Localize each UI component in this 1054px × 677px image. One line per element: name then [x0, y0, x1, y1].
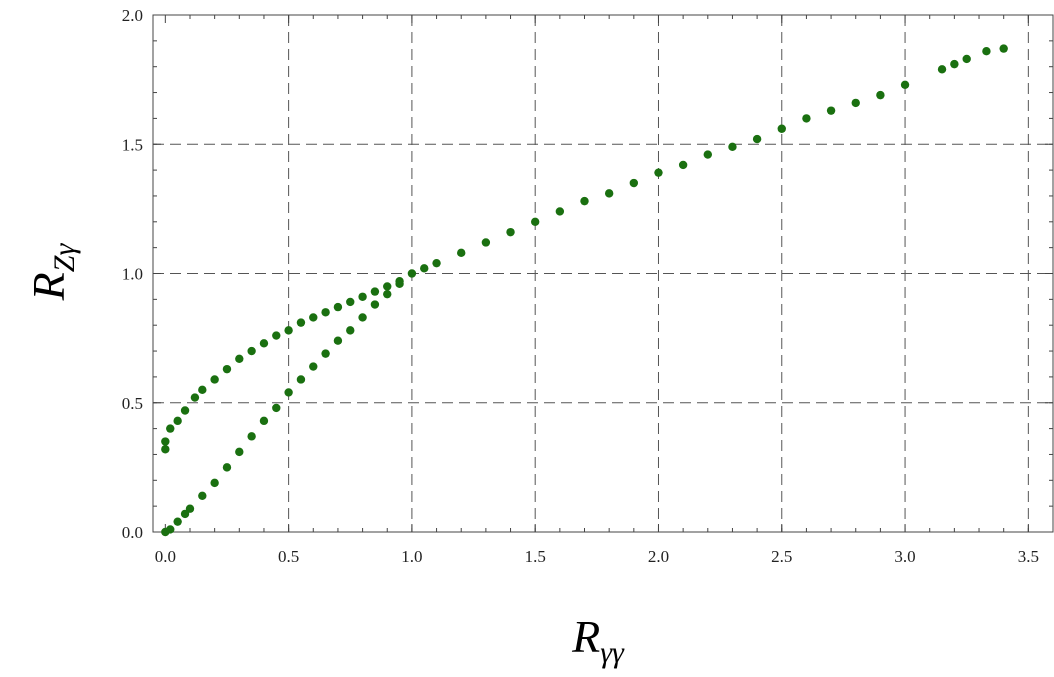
- plot-frame: [152, 14, 1054, 533]
- data-point: [321, 308, 330, 317]
- data-point: [654, 168, 663, 177]
- data-point: [395, 279, 404, 289]
- data-point: [198, 491, 207, 501]
- data-point: [190, 393, 200, 402]
- data-point: [210, 375, 219, 384]
- x-tick-label: 0.5: [278, 547, 299, 566]
- data-point: [272, 331, 281, 340]
- x-tick-label: 2.5: [771, 547, 792, 566]
- data-point: [604, 189, 614, 198]
- data-point: [247, 432, 256, 441]
- data-point: [309, 313, 318, 322]
- data-point: [309, 362, 318, 371]
- x-tick-labels: 0.0 0.5 1.0 1.5 2.0 2.5 3.0 3.5: [155, 547, 1039, 566]
- data-point: [678, 160, 688, 170]
- data-point: [506, 227, 515, 237]
- data-point: [296, 375, 306, 384]
- data-point: [457, 248, 466, 258]
- data-point: [173, 416, 182, 426]
- y-axis-title: RZγ: [23, 243, 81, 302]
- data-point: [284, 326, 293, 335]
- data-point: [420, 264, 429, 273]
- data-point: [370, 300, 380, 309]
- data-point: [999, 44, 1008, 53]
- data-point: [296, 318, 306, 327]
- x-tick-label: 1.0: [401, 547, 422, 566]
- data-point: [358, 292, 367, 301]
- data-point: [247, 346, 256, 356]
- data-point: [752, 134, 762, 144]
- data-point: [383, 282, 392, 291]
- data-point: [900, 80, 910, 89]
- data-point: [272, 403, 281, 413]
- data-point: [346, 326, 355, 335]
- data-point: [370, 287, 380, 296]
- y-tick-label: 1.0: [122, 265, 143, 284]
- data-point: [235, 447, 244, 457]
- data-point: [198, 385, 207, 395]
- data-points: [161, 44, 1008, 537]
- y-tick-labels: 0.0 0.5 1.0 1.5 2.0: [122, 6, 143, 542]
- data-point: [180, 406, 190, 415]
- x-axis-title: Rγγ: [571, 611, 625, 669]
- y-tick-label: 2.0: [122, 6, 143, 25]
- data-point: [346, 297, 355, 307]
- data-point: [876, 90, 885, 100]
- data-point: [358, 313, 367, 322]
- data-point: [161, 445, 170, 454]
- data-point: [962, 54, 971, 64]
- data-point: [580, 196, 589, 206]
- data-point: [235, 354, 244, 364]
- data-point: [629, 178, 639, 188]
- data-point: [728, 142, 737, 152]
- x-tick-label: 1.5: [525, 547, 546, 566]
- data-point: [555, 207, 565, 216]
- data-point: [321, 349, 330, 358]
- data-point: [950, 59, 959, 69]
- grid-lines: [153, 15, 1053, 532]
- data-point: [777, 124, 786, 133]
- y-tick-label: 0.0: [122, 523, 143, 542]
- data-point: [982, 46, 991, 56]
- data-point: [210, 478, 219, 488]
- data-point: [530, 217, 540, 226]
- x-tick-label: 3.5: [1018, 547, 1039, 566]
- data-point: [703, 150, 712, 159]
- data-point: [481, 238, 491, 247]
- data-point: [407, 269, 417, 278]
- y-tick-label: 0.5: [122, 394, 143, 413]
- data-point: [826, 106, 836, 115]
- data-point: [333, 302, 343, 312]
- x-tick-label: 3.0: [894, 547, 915, 566]
- data-point: [173, 517, 182, 526]
- data-point: [333, 336, 343, 345]
- data-point: [432, 258, 441, 268]
- data-point: [166, 424, 175, 433]
- data-point: [284, 388, 293, 397]
- data-point: [802, 114, 811, 123]
- data-point: [851, 98, 860, 108]
- data-point: [937, 65, 947, 74]
- data-point: [259, 416, 269, 426]
- data-point: [222, 364, 232, 374]
- data-point: [383, 289, 392, 299]
- data-point: [166, 525, 175, 534]
- y-tick-label: 1.5: [122, 135, 143, 154]
- x-tick-label: 0.0: [155, 547, 176, 566]
- data-point: [259, 339, 269, 348]
- data-point: [222, 463, 232, 472]
- x-tick-label: 2.0: [648, 547, 669, 566]
- data-point: [161, 437, 170, 446]
- data-point: [185, 504, 195, 513]
